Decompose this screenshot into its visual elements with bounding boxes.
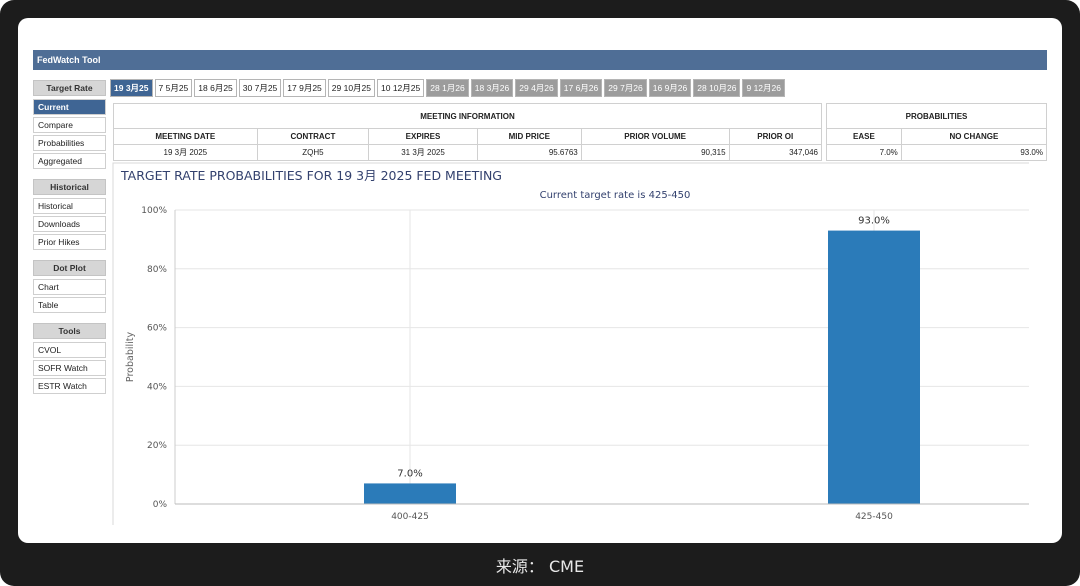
table-cell: ZQH5 <box>256 144 370 161</box>
table-title: MEETING INFORMATION <box>113 103 822 129</box>
meeting-tab[interactable]: 30 7月25 <box>238 79 282 97</box>
sidebar-heading: Target Rate <box>33 80 106 96</box>
table-cell: 93.0% <box>900 144 1048 161</box>
table-row: PROBABILITIES <box>826 103 1047 129</box>
sidebar-item[interactable]: Prior Hikes <box>33 234 106 250</box>
table-cell: 31 3月 2025 <box>368 144 478 161</box>
sidebar-item[interactable]: Compare <box>33 117 106 133</box>
meeting-tab[interactable]: 9 12月26 <box>742 79 785 97</box>
meeting-tab[interactable]: 7 5月25 <box>154 79 193 97</box>
meeting-tab[interactable]: 17 6月26 <box>559 79 603 97</box>
table-cell: 19 3月 2025 <box>113 144 258 161</box>
sidebar-item[interactable]: SOFR Watch <box>33 360 106 376</box>
x-tick-label: 425-450 <box>855 512 893 522</box>
y-tick-label: 20% <box>147 441 167 451</box>
y-tick-label: 100% <box>141 206 167 216</box>
table-row: MEETING DATE CONTRACT EXPIRES MID PRICE PRIO… <box>113 128 823 145</box>
chart-title: TARGET RATE PROBABILITIES FOR 19 3月 2025… <box>120 168 502 183</box>
x-tick-label: 400-425 <box>391 512 429 522</box>
sidebar-item[interactable]: Table <box>33 297 106 313</box>
y-tick-label: 60% <box>147 324 167 334</box>
meeting-tab[interactable]: 16 9月26 <box>648 79 692 97</box>
meeting-tab[interactable]: 29 4月26 <box>515 79 558 97</box>
sidebar-item[interactable]: ESTR Watch <box>33 378 106 394</box>
y-axis-label: Probability <box>125 332 136 383</box>
table-title: PROBABILITIES <box>826 103 1047 129</box>
meeting-tab[interactable]: 18 3月26 <box>470 79 514 97</box>
meeting-tab[interactable]: 28 1月26 <box>426 79 469 97</box>
app-title: FedWatch Tool <box>33 50 1047 70</box>
data-label: 7.0% <box>397 468 422 479</box>
sidebar-item[interactable]: Downloads <box>33 216 106 232</box>
chart-subtitle: Current target rate is 425-450 <box>540 190 691 201</box>
sidebar-item[interactable]: Current <box>33 99 106 115</box>
chart-panel <box>112 162 1029 525</box>
screenshot: FedWatch Tool Target Rate Current Compare P… <box>18 18 1062 543</box>
table-cell: 7.0% <box>826 144 902 161</box>
sidebar-heading: Historical <box>33 179 106 195</box>
sidebar-item[interactable]: Probabilities <box>33 135 106 151</box>
meeting-tab[interactable]: 29 7月26 <box>604 79 647 97</box>
table-row: 7.0% 93.0% <box>826 144 1048 161</box>
meeting-tab[interactable]: 19 3月25 <box>110 79 153 97</box>
meeting-tabs: 19 3月25 7 5月25 18 6月25 30 7月25 17 9月25 29 10月… <box>110 79 785 97</box>
probabilities-table: PROBABILITIES EASE NO CHANGE 7.0% 93.0% <box>826 103 1048 161</box>
table-cell: 95.6763 <box>476 144 582 161</box>
table-row: 19 3月 2025 ZQH5 31 3月 2025 95.6763 90,315 347… <box>113 144 823 161</box>
data-label: 93.0% <box>858 216 890 227</box>
meeting-tab[interactable]: 18 6月25 <box>194 79 237 97</box>
sidebar-item[interactable]: CVOL <box>33 342 106 358</box>
meeting-info-table: MEETING INFORMATION MEETING DATE CONTRACT E… <box>113 103 823 161</box>
bar <box>828 230 920 504</box>
x-axis-label: Target Rate (in bps) <box>592 525 691 536</box>
sidebar-item[interactable]: Aggregated <box>33 153 106 169</box>
caption: 来源： CME <box>495 557 585 576</box>
sidebar-item[interactable]: Chart <box>33 279 106 295</box>
sidebar-item[interactable]: Historical <box>33 198 106 214</box>
meeting-tab[interactable]: 17 9月25 <box>283 79 326 97</box>
table-row: MEETING INFORMATION <box>113 103 822 129</box>
y-tick-label: 0% <box>153 500 168 510</box>
table-cell: 347,046 <box>728 144 823 161</box>
chart: TARGET RATE PROBABILITIES FOR 19 3月 2025… <box>112 162 1029 536</box>
meeting-tab[interactable]: 28 10月26 <box>693 79 741 97</box>
meeting-tab[interactable]: 10 12月25 <box>377 79 425 97</box>
y-tick-label: 40% <box>147 382 167 392</box>
bar <box>364 483 456 504</box>
sidebar-heading: Dot Plot <box>33 260 106 276</box>
y-tick-label: 80% <box>147 265 167 275</box>
meeting-tab[interactable]: 29 10月25 <box>327 79 376 97</box>
sidebar-heading: Tools <box>33 323 106 339</box>
